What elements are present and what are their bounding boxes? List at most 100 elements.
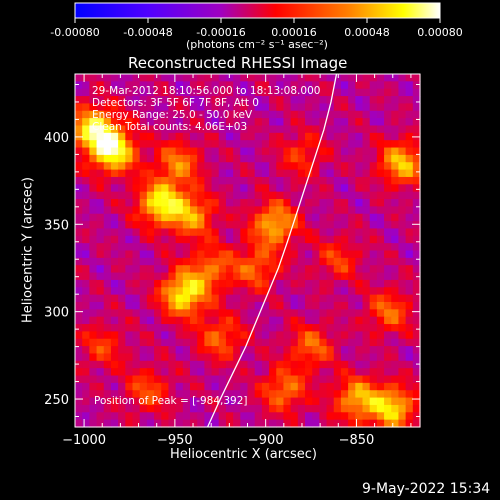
heatmap-cell <box>297 140 306 149</box>
heatmap-cell <box>197 287 205 296</box>
heatmap-cell <box>362 235 371 244</box>
heatmap-cell <box>154 81 162 90</box>
heatmap-cell <box>233 301 241 310</box>
heatmap-cell <box>139 265 148 274</box>
heatmap-cell <box>312 125 320 134</box>
heatmap-cell <box>412 162 421 171</box>
heatmap-cell <box>391 279 400 288</box>
heatmap-cell <box>405 125 414 134</box>
heatmap-cell <box>103 338 112 347</box>
heatmap-cell <box>412 206 421 215</box>
heatmap-cell <box>182 81 191 90</box>
heatmap-cell <box>312 324 320 332</box>
heatmap-cell <box>348 243 356 252</box>
heatmap-cell <box>276 368 285 377</box>
heatmap-cell <box>412 316 421 325</box>
heatmap-cell <box>182 294 191 303</box>
heatmap-cell <box>161 390 170 399</box>
heatmap-cell <box>348 301 356 310</box>
heatmap-cell <box>326 176 335 185</box>
heatmap-cell <box>290 228 299 237</box>
heatmap-cell <box>82 191 90 200</box>
heatmap-cell <box>369 243 378 252</box>
heatmap-cell <box>168 301 177 310</box>
heatmap-cell <box>132 279 141 288</box>
heatmap-cell <box>225 221 234 230</box>
heatmap-cell <box>261 184 270 193</box>
heatmap-cell <box>204 221 213 230</box>
heatmap-cell <box>297 228 306 237</box>
heatmap-cell <box>305 397 313 406</box>
heatmap-cell <box>197 368 205 377</box>
heatmap-cell <box>355 243 364 252</box>
heatmap-cell <box>384 301 392 310</box>
heatmap-cell <box>362 191 371 200</box>
heatmap-cell <box>405 324 414 332</box>
heatmap-cell <box>225 162 234 171</box>
heatmap-cell <box>391 331 400 340</box>
heatmap-cell <box>110 169 119 178</box>
heatmap-cell <box>240 397 249 406</box>
heatmap-cell <box>110 235 119 244</box>
heatmap-cell <box>362 324 371 332</box>
heatmap-cell <box>154 74 162 82</box>
colorbar-unit-label: (photons cm⁻² s⁻¹ asec⁻²) <box>186 38 328 51</box>
heatmap-cell <box>161 88 170 97</box>
heatmap-cell <box>247 309 256 318</box>
heatmap-cell <box>348 176 356 185</box>
heatmap-cell <box>247 235 256 244</box>
heatmap-cell <box>197 154 205 163</box>
heatmap-cell <box>211 287 220 296</box>
heatmap-cell <box>161 419 170 428</box>
heatmap-cell <box>305 338 313 347</box>
heatmap-cell <box>225 265 234 274</box>
heatmap-cell <box>175 110 184 119</box>
heatmap-cell <box>247 404 256 413</box>
heatmap-cell <box>290 213 299 222</box>
heatmap-cell <box>211 360 220 369</box>
heatmap-cell <box>154 397 162 406</box>
heatmap-cell <box>355 346 364 355</box>
heatmap-cell <box>190 309 198 318</box>
heatmap-cell <box>139 412 148 421</box>
heatmap-cell <box>412 169 421 178</box>
heatmap-cell <box>82 213 90 222</box>
heatmap-cell <box>225 324 234 332</box>
heatmap-cell <box>139 360 148 369</box>
heatmap-cell <box>168 324 177 332</box>
heatmap-cell <box>204 162 213 171</box>
heatmap-cell <box>384 162 392 171</box>
heatmap-cell <box>103 206 112 215</box>
heatmap-cell <box>312 235 320 244</box>
heatmap-cell <box>168 390 177 399</box>
heatmap-cell <box>182 397 191 406</box>
heatmap-cell <box>305 250 313 259</box>
heatmap-cell <box>175 301 184 310</box>
heatmap-cell <box>139 272 148 281</box>
heatmap-cell <box>89 206 98 215</box>
heatmap-cell <box>218 191 227 200</box>
heatmap-cell <box>362 184 371 193</box>
heatmap-cell <box>276 294 285 303</box>
heatmap-cell <box>319 353 328 362</box>
heatmap-cell <box>89 397 98 406</box>
heatmap-cell <box>333 382 342 391</box>
heatmap-cell <box>312 118 320 127</box>
heatmap-cell <box>197 199 205 207</box>
heatmap-cell <box>89 346 98 355</box>
heatmap-cell <box>283 176 292 185</box>
heatmap-cell <box>384 404 392 413</box>
heatmap-cell <box>269 184 277 193</box>
heatmap-cell <box>118 309 126 318</box>
heatmap-cell <box>297 250 306 259</box>
heatmap-cell <box>348 324 356 332</box>
heatmap-cell <box>240 243 249 252</box>
heatmap-cell <box>247 331 256 340</box>
heatmap-cell <box>190 250 198 259</box>
heatmap-cell <box>139 213 148 222</box>
heatmap-cell <box>96 309 105 318</box>
heatmap-cell <box>362 257 371 266</box>
heatmap-cell <box>168 243 177 252</box>
heatmap-cell <box>125 213 134 222</box>
heatmap-cell <box>391 103 400 112</box>
